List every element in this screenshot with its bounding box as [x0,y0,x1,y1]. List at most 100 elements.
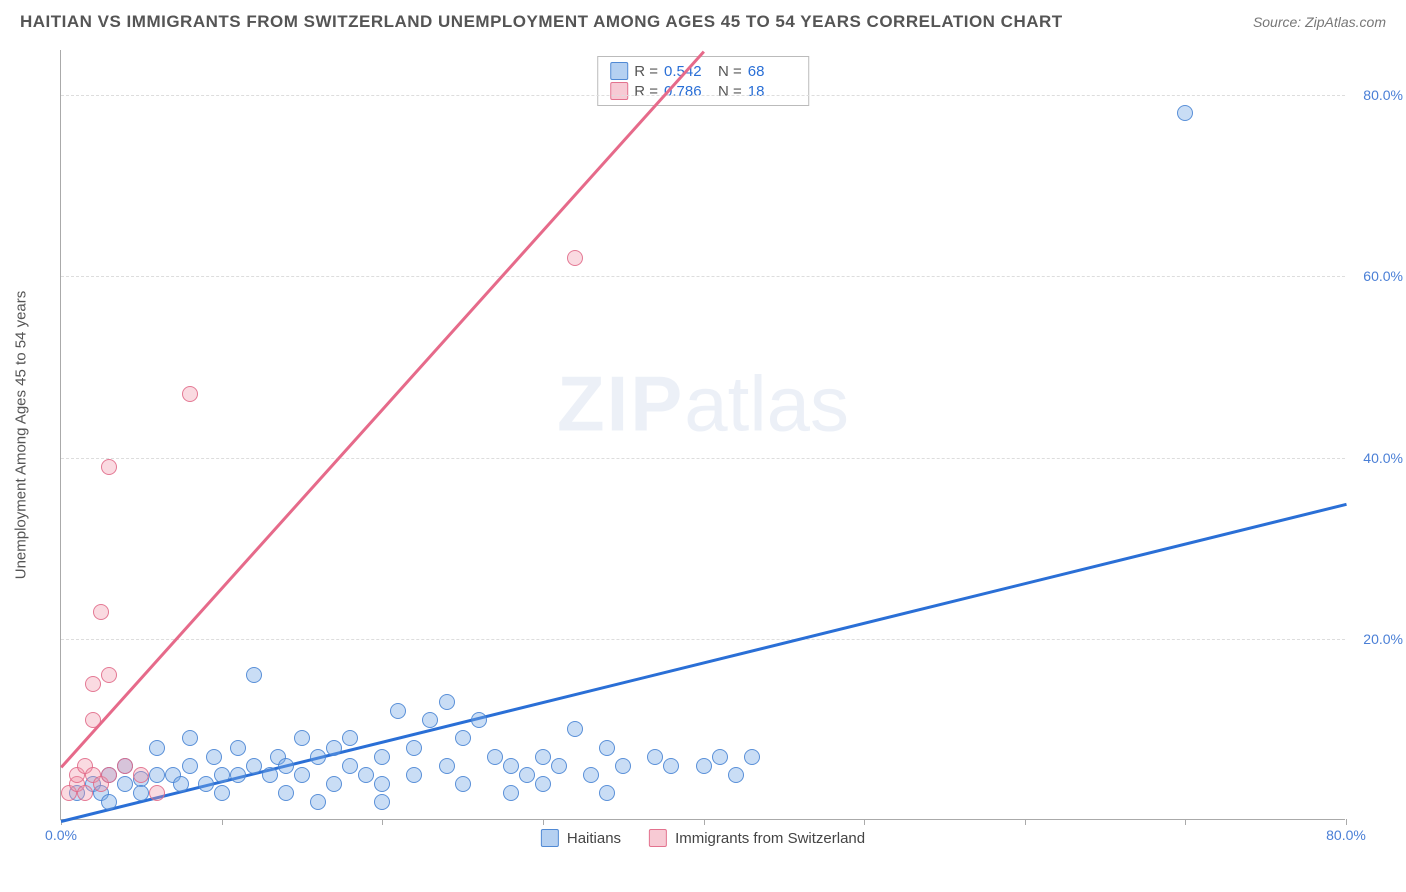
data-point [471,712,487,728]
bottom-legend: Haitians Immigrants from Switzerland [541,829,865,847]
gridline [61,95,1345,96]
data-point [696,758,712,774]
data-point [374,776,390,792]
data-point [117,776,133,792]
data-point [230,767,246,783]
data-point [101,459,117,475]
data-point [101,794,117,810]
data-point [149,767,165,783]
x-tick-mark [382,819,383,825]
data-point [583,767,599,783]
legend-stats-row-1: R = 0.542 N = 68 [610,61,796,81]
data-point [487,749,503,765]
data-point [503,758,519,774]
data-point [101,667,117,683]
x-tick-mark [543,819,544,825]
data-point [262,767,278,783]
data-point [278,785,294,801]
data-point [310,794,326,810]
chart-header: HAITIAN VS IMMIGRANTS FROM SWITZERLAND U… [0,0,1406,40]
chart-title: HAITIAN VS IMMIGRANTS FROM SWITZERLAND U… [20,12,1063,32]
data-point [246,758,262,774]
data-point [117,758,133,774]
data-point [406,767,422,783]
data-point [599,785,615,801]
data-point [149,740,165,756]
data-point [406,740,422,756]
data-point [214,767,230,783]
data-point [712,749,728,765]
data-point [173,776,189,792]
x-tick-mark [1346,819,1347,825]
data-point [206,749,222,765]
data-point [567,250,583,266]
data-point [93,604,109,620]
watermark: ZIPatlas [557,358,849,449]
data-point [663,758,679,774]
data-point [390,703,406,719]
data-point [342,758,358,774]
legend-stats-row-2: R = 0.786 N = 18 [610,81,796,101]
gridline [61,639,1345,640]
x-tick-mark [222,819,223,825]
legend-item-swiss: Immigrants from Switzerland [649,829,865,847]
data-point [326,740,342,756]
data-point [744,749,760,765]
x-tick-label: 80.0% [1326,827,1366,843]
data-point [615,758,631,774]
gridline [61,276,1345,277]
y-tick-label: 80.0% [1363,87,1403,103]
data-point [230,740,246,756]
data-point [294,767,310,783]
data-point [535,776,551,792]
data-point [455,776,471,792]
data-point [278,758,294,774]
data-point [567,721,583,737]
x-tick-mark [1185,819,1186,825]
data-point [182,730,198,746]
data-point [455,730,471,746]
x-tick-label: 0.0% [45,827,77,843]
y-tick-label: 60.0% [1363,268,1403,284]
x-tick-mark [1025,819,1026,825]
data-point [439,758,455,774]
legend-stats-box: R = 0.542 N = 68 R = 0.786 N = 18 [597,56,809,106]
data-point [133,767,149,783]
data-point [374,749,390,765]
data-point [85,712,101,728]
data-point [326,776,342,792]
data-point [358,767,374,783]
data-point [182,758,198,774]
trend-line-swiss [60,50,704,767]
plot-area: ZIPatlas Unemployment Among Ages 45 to 5… [60,50,1345,820]
data-point [149,785,165,801]
data-point [551,758,567,774]
chart-source: Source: ZipAtlas.com [1253,14,1386,30]
data-point [133,785,149,801]
data-point [294,730,310,746]
x-tick-mark [864,819,865,825]
data-point [535,749,551,765]
data-point [374,794,390,810]
data-point [503,785,519,801]
data-point [310,749,326,765]
legend-item-haitians: Haitians [541,829,621,847]
data-point [647,749,663,765]
swatch-pink-icon [649,829,667,847]
data-point [214,785,230,801]
data-point [198,776,214,792]
data-point [85,676,101,692]
data-point [101,767,117,783]
data-point [439,694,455,710]
data-point [728,767,744,783]
data-point [422,712,438,728]
data-point [246,667,262,683]
y-tick-label: 40.0% [1363,450,1403,466]
data-point [599,740,615,756]
swatch-blue-icon [610,62,628,80]
data-point [1177,105,1193,121]
y-axis-label: Unemployment Among Ages 45 to 54 years [13,290,30,579]
chart-container: ZIPatlas Unemployment Among Ages 45 to 5… [60,50,1390,840]
data-point [182,386,198,402]
y-tick-label: 20.0% [1363,631,1403,647]
